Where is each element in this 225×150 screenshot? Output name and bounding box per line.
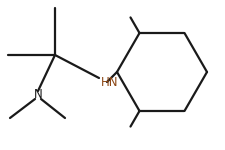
Text: N: N xyxy=(34,88,42,102)
Text: HN: HN xyxy=(101,75,118,88)
